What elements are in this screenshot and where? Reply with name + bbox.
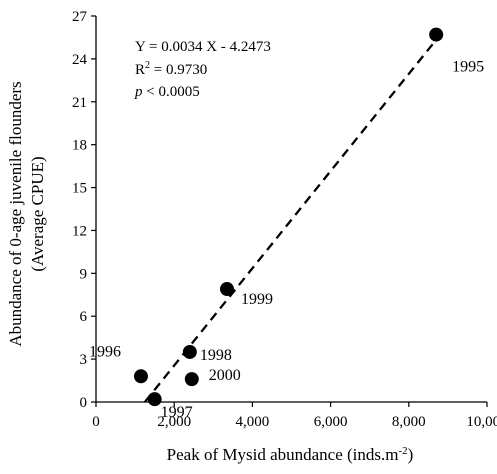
r2-prefix: R xyxy=(135,62,145,78)
p-value-text: p < 0.0005 xyxy=(134,84,200,100)
y-tick-label: 27 xyxy=(72,9,88,25)
p-value: < 0.0005 xyxy=(143,84,200,100)
data-point-1998 xyxy=(182,344,197,359)
regression-line-group xyxy=(143,39,438,403)
x-tick-label: 6,000 xyxy=(314,414,348,430)
point-label-2000: 2000 xyxy=(209,367,241,384)
point-label-1995: 1995 xyxy=(452,59,484,76)
y-tick-label: 6 xyxy=(80,309,88,325)
point-label-1996: 1996 xyxy=(89,343,121,360)
data-point-2000 xyxy=(184,372,199,387)
y-tick-label: 12 xyxy=(72,223,87,239)
y-tick-label: 21 xyxy=(72,95,87,111)
r-squared-text: R2 = 0.9730 xyxy=(135,60,207,78)
data-points: 1995 1996 1997 1998 1999 2000 xyxy=(89,27,484,421)
x-axis-label-sup: -2 xyxy=(398,445,407,457)
x-ticks: 0 2,000 4,000 6,000 8,000 10,000 xyxy=(92,402,497,430)
y-tick-label: 24 xyxy=(72,52,88,68)
x-axis-label-end: ) xyxy=(408,445,414,464)
y-axis-label-line1: Abundance of 0-age juvenile flounders xyxy=(6,81,25,346)
regression-equation: Y = 0.0034 X - 4.2473 xyxy=(135,39,271,55)
x-axis-label-main: Peak of Mysid abundance (inds.m xyxy=(167,445,399,464)
data-point-1997 xyxy=(147,392,162,407)
y-tick-label: 0 xyxy=(80,395,88,411)
data-point-1999 xyxy=(219,282,234,297)
regression-line xyxy=(143,39,438,403)
point-label-1999: 1999 xyxy=(241,291,273,308)
y-tick-label: 3 xyxy=(80,352,88,368)
data-point-1995 xyxy=(429,27,444,42)
point-label-1998: 1998 xyxy=(200,347,232,364)
r2-superscript: 2 xyxy=(145,60,150,71)
x-tick-label: 4,000 xyxy=(236,414,270,430)
data-point-1996 xyxy=(133,369,148,384)
r2-value: = 0.9730 xyxy=(150,62,207,78)
point-label-1997: 1997 xyxy=(161,404,193,421)
axes xyxy=(95,16,487,403)
x-tick-label: 8,000 xyxy=(392,414,426,430)
y-axis-label-group: Abundance of 0-age juvenile flounders (A… xyxy=(6,81,47,346)
x-tick-label: 2,000 xyxy=(157,414,191,430)
p-symbol: p xyxy=(134,84,143,100)
y-tick-label: 15 xyxy=(72,181,87,197)
x-tick-label: 10,000 xyxy=(466,414,497,430)
y-tick-label: 9 xyxy=(80,266,88,282)
y-tick-label: 18 xyxy=(72,138,87,154)
y-axis-label-line2: (Average CPUE) xyxy=(28,156,47,271)
x-tick-label: 0 xyxy=(92,414,100,430)
x-axis-label: Peak of Mysid abundance (inds.m-2) xyxy=(167,445,414,464)
y-ticks: 0 3 6 9 12 15 18 21 24 27 xyxy=(72,9,96,411)
